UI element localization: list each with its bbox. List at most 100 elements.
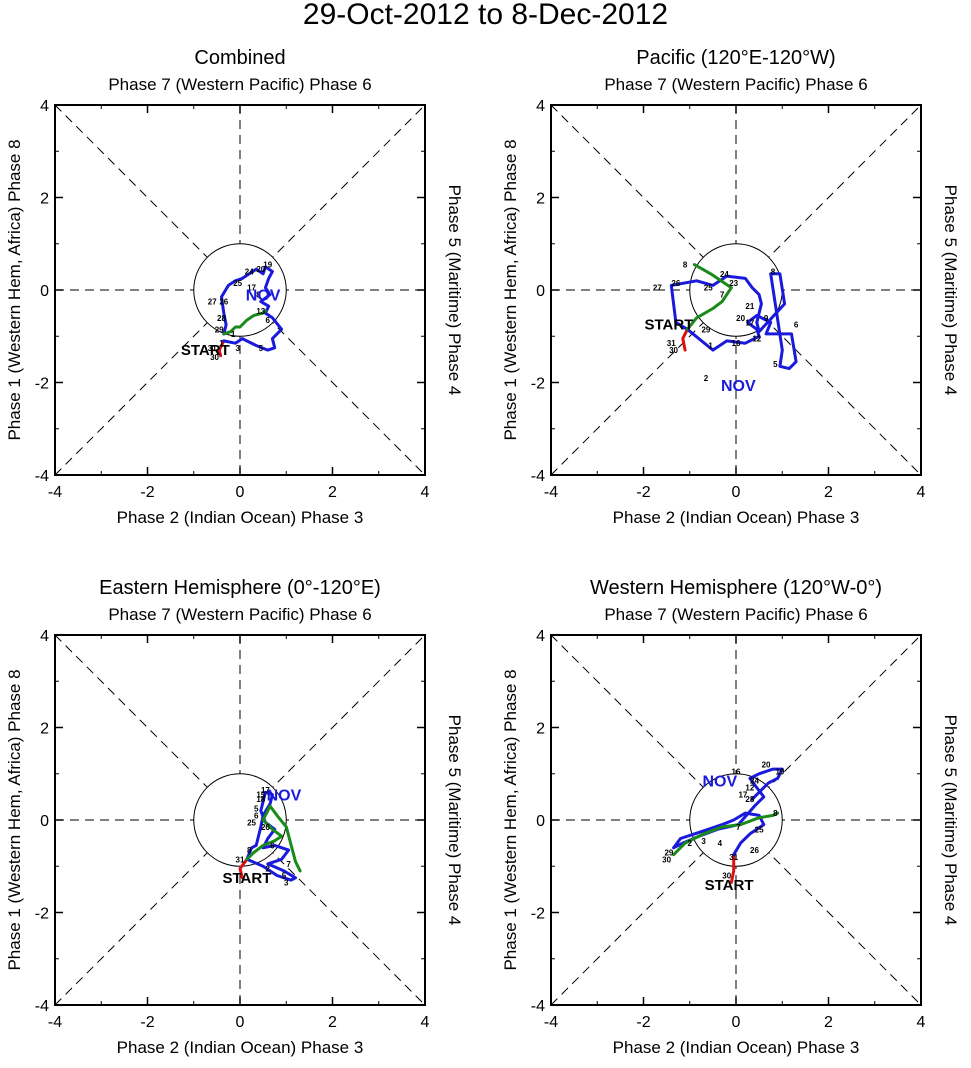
x-tick-label: 2 xyxy=(328,484,337,501)
x-tick-label: 0 xyxy=(732,484,741,501)
day-label: 20 xyxy=(256,265,265,274)
x-tick-label: 0 xyxy=(732,1014,741,1031)
day-label: 7 xyxy=(286,860,291,869)
x-tick-label: -4 xyxy=(48,1014,62,1031)
series-line-december xyxy=(245,804,302,873)
day-label: 29 xyxy=(664,848,673,857)
axis-label-top: Phase 7 (Western Pacific) Phase 6 xyxy=(108,605,371,624)
chart-svg: Pacific (120°E-120°W) Phase 7 (Western Pa… xyxy=(501,47,960,527)
day-label: 2 xyxy=(266,865,271,874)
day-label: 5 xyxy=(282,872,287,881)
y-tick-label: 4 xyxy=(40,98,49,115)
day-label: 17 xyxy=(738,791,747,800)
day-label: 16 xyxy=(732,339,741,348)
day-label: 7 xyxy=(720,291,725,300)
day-label: 15 xyxy=(256,791,265,800)
y-tick-label: 0 xyxy=(40,813,49,830)
day-label: 30 xyxy=(669,346,678,355)
day-label: 6 xyxy=(794,321,799,330)
series-line-december xyxy=(672,811,780,857)
day-label: 12 xyxy=(752,335,761,344)
y-tick-label: -2 xyxy=(531,906,545,923)
day-label: 6 xyxy=(270,841,275,850)
month-label-nov: NOV xyxy=(246,288,281,305)
chart-svg: Combined Phase 7 (Western Pacific) Phase … xyxy=(5,47,464,527)
day-label: 17 xyxy=(745,318,754,327)
day-label: 30 xyxy=(662,855,671,864)
y-tick-label: 0 xyxy=(536,813,545,830)
x-tick-label: 4 xyxy=(917,1014,926,1031)
y-tick-label: -2 xyxy=(531,376,545,393)
day-label: 28 xyxy=(217,314,226,323)
day-label: 19 xyxy=(263,261,272,270)
day-label: 17 xyxy=(261,786,270,795)
day-label: 31 xyxy=(208,344,217,353)
day-label: 27 xyxy=(653,284,662,293)
x-tick-label: -2 xyxy=(636,484,650,501)
day-label: 25 xyxy=(704,284,713,293)
day-label: 1 xyxy=(231,330,236,339)
day-label: 29 xyxy=(215,325,224,334)
day-label: 18 xyxy=(256,795,265,804)
axis-label-left: Phase 1 (Western Hem, Africa) Phase 8 xyxy=(5,669,24,970)
day-label: 30 xyxy=(722,872,731,881)
axis-label-bottom: Phase 2 (Indian Ocean) Phase 3 xyxy=(117,1038,364,1057)
y-tick-label: -2 xyxy=(35,906,49,923)
x-tick-label: 4 xyxy=(917,484,926,501)
day-label: 20 xyxy=(736,314,745,323)
day-label: 25 xyxy=(247,818,256,827)
day-label: 24 xyxy=(245,268,254,277)
start-label: START xyxy=(222,870,271,887)
month-label-nov: NOV xyxy=(702,774,737,791)
x-tick-label: 0 xyxy=(236,1014,245,1031)
day-label: 28 xyxy=(745,795,754,804)
series-line-october xyxy=(238,857,249,880)
day-label: 1 xyxy=(219,339,224,348)
day-label: 8 xyxy=(773,809,778,818)
day-label: 2 xyxy=(688,839,693,848)
x-tick-label: -4 xyxy=(544,1014,558,1031)
series-line-december xyxy=(222,309,267,336)
axis-label-top: Phase 7 (Western Pacific) Phase 6 xyxy=(108,75,371,94)
chart-panel-pacific: Pacific (120°E-120°W) Phase 7 (Western Pa… xyxy=(496,38,971,538)
month-label-nov: NOV xyxy=(267,788,302,805)
chart-panel-eastern-hemisphere: Eastern Hemisphere (0°-120°E) Phase 7 (We… xyxy=(0,568,475,1068)
day-label: 30 xyxy=(210,353,219,362)
day-label: 9 xyxy=(764,314,769,323)
day-label: 3 xyxy=(235,344,240,353)
day-label: 8 xyxy=(683,261,688,270)
start-label: START xyxy=(644,317,693,334)
day-label: 5 xyxy=(259,344,264,353)
day-label: 29 xyxy=(701,325,710,334)
day-label: 26 xyxy=(671,279,680,288)
start-label: START xyxy=(181,342,230,359)
y-tick-label: -4 xyxy=(35,998,49,1015)
day-label: 12 xyxy=(745,784,754,793)
axis-label-top: Phase 7 (Western Pacific) Phase 6 xyxy=(604,605,867,624)
day-label: 25 xyxy=(233,279,242,288)
axis-label-left: Phase 1 (Western Hem, Africa) Phase 8 xyxy=(501,139,520,440)
series-line-october xyxy=(217,339,226,358)
day-label: 31 xyxy=(667,339,676,348)
y-tick-label: -4 xyxy=(531,468,545,485)
day-label: 26 xyxy=(750,846,759,855)
day-label: 3 xyxy=(284,878,289,887)
main-title: 29-Oct-2012 to 8-Dec-2012 xyxy=(302,0,669,31)
y-tick-label: 0 xyxy=(536,283,545,300)
x-tick-label: -2 xyxy=(140,484,154,501)
chart-svg: Western Hemisphere (120°W-0°) Phase 7 (We… xyxy=(501,577,960,1057)
axis-label-right: Phase 5 (Maritime) Phase 4 xyxy=(445,185,464,396)
x-tick-label: 0 xyxy=(236,484,245,501)
day-label: 5 xyxy=(254,804,259,813)
day-label: 6 xyxy=(266,316,271,325)
day-label: 8 xyxy=(771,268,776,277)
series-line-november xyxy=(669,272,798,371)
panel-title: Pacific (120°E-120°W) xyxy=(636,47,835,69)
y-tick-label: 2 xyxy=(536,721,545,738)
day-label: 2 xyxy=(704,374,709,383)
x-tick-label: 2 xyxy=(328,1014,337,1031)
day-label: 24 xyxy=(720,270,729,279)
y-tick-label: 4 xyxy=(536,98,545,115)
x-tick-label: -2 xyxy=(636,1014,650,1031)
day-label: 7 xyxy=(736,823,741,832)
